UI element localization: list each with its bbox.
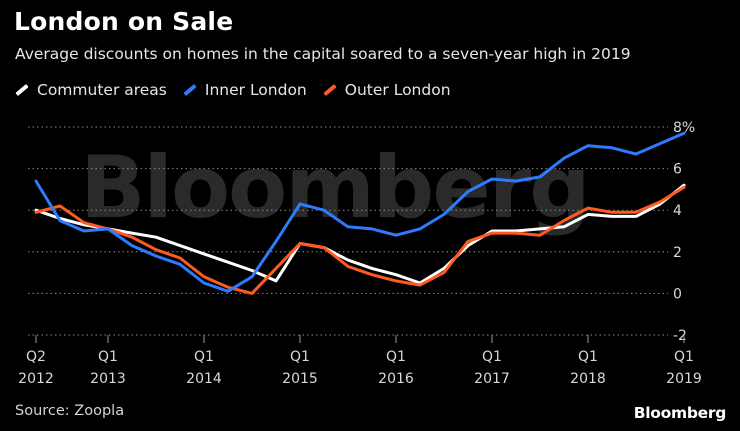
legend: Commuter areas Inner London Outer London <box>15 81 467 99</box>
x-tick-label-quarter: Q1 <box>482 349 502 365</box>
x-tick-label-quarter: Q1 <box>290 349 310 365</box>
x-tick-label-year: 2014 <box>186 371 222 387</box>
source-note: Source: Zoopla <box>15 403 125 419</box>
series-line-outer-london <box>34 185 686 295</box>
legend-label: Commuter areas <box>37 81 167 99</box>
x-tick-label-year: 2019 <box>666 371 702 387</box>
x-tick-label-quarter: Q2 <box>26 349 46 365</box>
legend-item-commuter-areas: Commuter areas <box>15 81 167 99</box>
series-line-inner-london <box>34 131 686 293</box>
y-tick-label: -2 <box>673 328 687 344</box>
y-tick-label: 0 <box>673 286 682 302</box>
x-tick-label-year: 2018 <box>570 371 606 387</box>
watermark: Bloomberg <box>80 138 591 238</box>
y-tick-label: 6 <box>673 162 682 178</box>
legend-label: Inner London <box>204 81 307 99</box>
y-tick-label: 4 <box>673 203 682 219</box>
chart-subtitle: Average discounts on homes in the capita… <box>15 45 631 63</box>
legend-item-inner-london: Inner London <box>183 81 307 99</box>
x-tick-label-quarter: Q1 <box>578 349 598 365</box>
legend-label: Outer London <box>344 81 451 99</box>
y-tick-label: 2 <box>673 245 682 261</box>
x-tick-label-quarter: Q1 <box>674 349 694 365</box>
x-tick-label-year: 2017 <box>474 371 510 387</box>
x-tick-label-quarter: Q1 <box>98 349 118 365</box>
x-tick-label-year: 2016 <box>378 371 414 387</box>
legend-item-outer-london: Outer London <box>323 81 451 99</box>
brand-logo: Bloomberg <box>633 404 727 422</box>
y-tick-label: 8% <box>673 120 695 136</box>
chart-title: London on Sale <box>14 7 234 36</box>
x-tick-label-year: 2015 <box>282 371 318 387</box>
x-tick-label-year: 2013 <box>90 371 126 387</box>
series-line-commuter-areas <box>34 183 686 285</box>
x-tick-label-year: 2012 <box>18 371 54 387</box>
x-tick-label-quarter: Q1 <box>194 349 214 365</box>
x-tick-label-quarter: Q1 <box>386 349 406 365</box>
